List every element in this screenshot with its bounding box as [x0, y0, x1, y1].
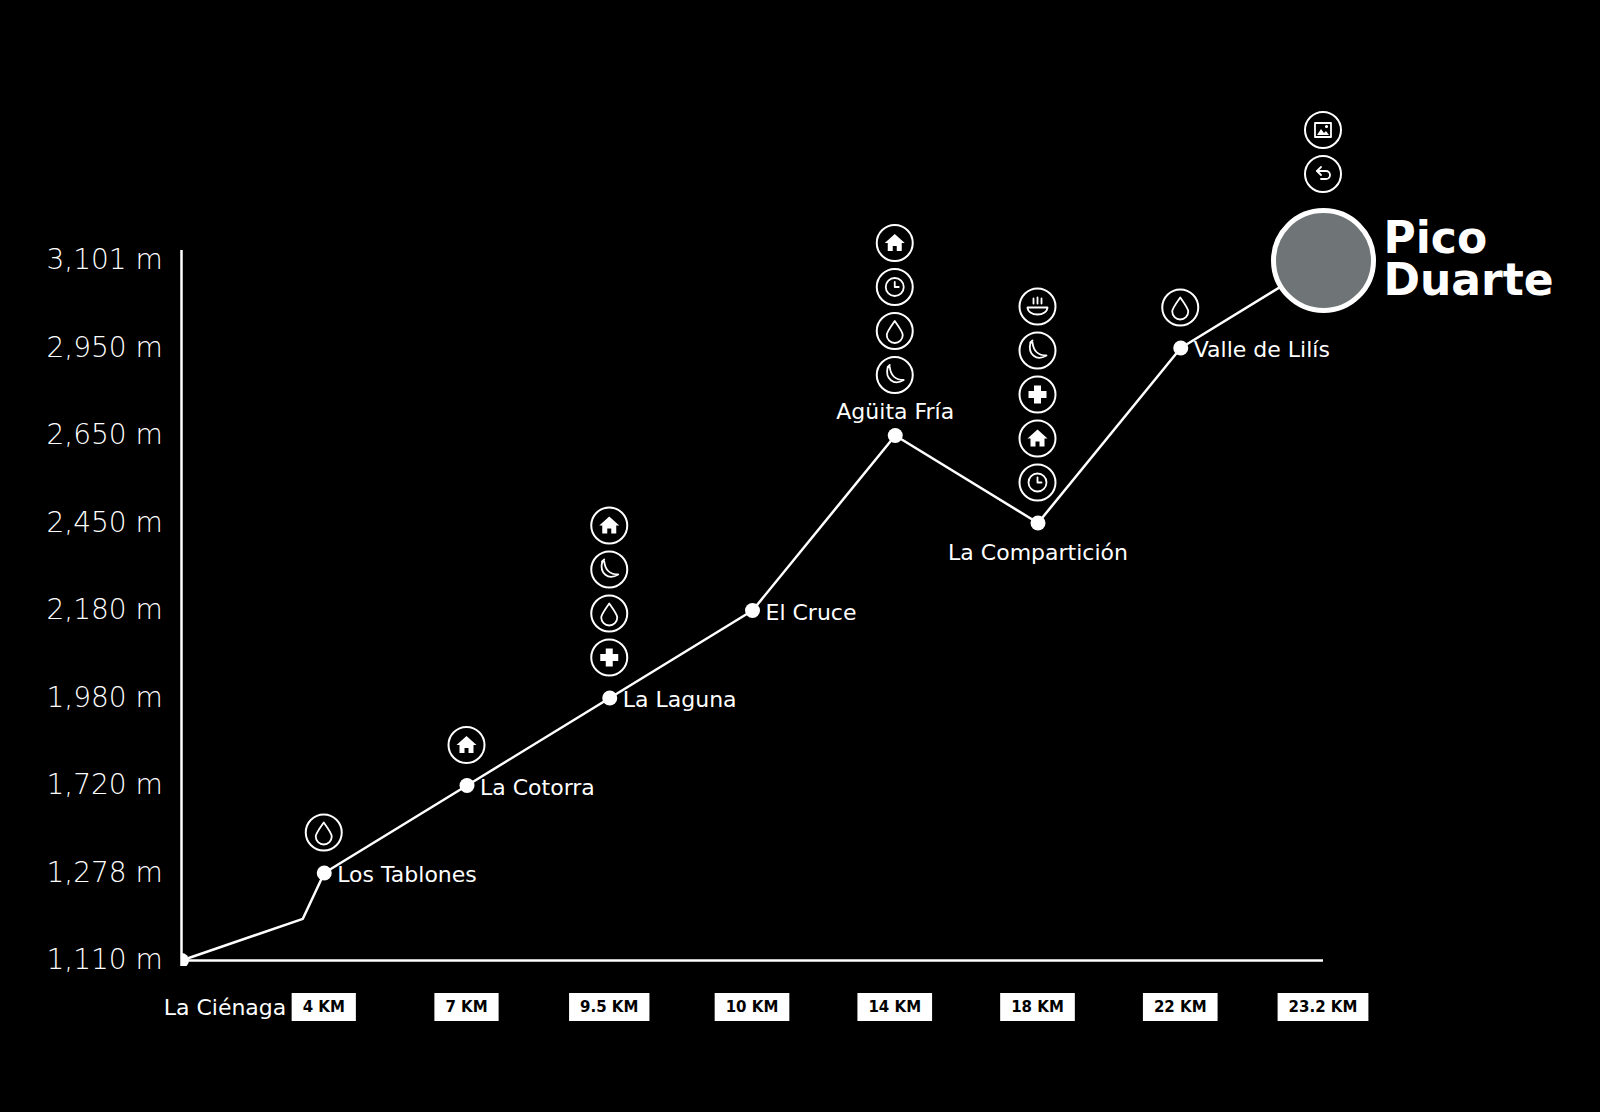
svg-text:1,110 m: 1,110 m: [47, 943, 163, 976]
svg-text:2,950 m: 2,950 m: [47, 331, 163, 364]
svg-text:2,180 m: 2,180 m: [47, 593, 163, 626]
svg-text:La Compartición: La Compartición: [948, 540, 1128, 565]
svg-text:18 KM: 18 KM: [1011, 998, 1064, 1016]
svg-text:PicoDuarte: PicoDuarte: [1384, 212, 1554, 305]
svg-text:1,980 m: 1,980 m: [47, 681, 163, 714]
svg-text:4 KM: 4 KM: [303, 998, 345, 1016]
svg-text:7 KM: 7 KM: [445, 998, 487, 1016]
svg-text:1,720 m: 1,720 m: [47, 768, 163, 801]
svg-text:La Cotorra: La Cotorra: [480, 775, 595, 800]
svg-text:23.2 KM: 23.2 KM: [1289, 998, 1358, 1016]
svg-text:2,450 m: 2,450 m: [47, 506, 163, 539]
svg-text:14 KM: 14 KM: [868, 998, 921, 1016]
svg-text:9.5 KM: 9.5 KM: [580, 998, 638, 1016]
svg-text:10 KM: 10 KM: [726, 998, 779, 1016]
svg-text:El Cruce: El Cruce: [766, 600, 857, 625]
svg-text:Valle de Lilís: Valle de Lilís: [1194, 337, 1330, 362]
svg-text:2,650 m: 2,650 m: [47, 418, 163, 451]
svg-text:Agüita Fría: Agüita Fría: [836, 399, 954, 424]
svg-text:La Ciénaga: La Ciénaga: [164, 995, 287, 1020]
svg-text:La Laguna: La Laguna: [623, 687, 737, 712]
svg-text:Los Tablones: Los Tablones: [337, 862, 477, 887]
svg-text:3,101 m: 3,101 m: [47, 243, 163, 276]
svg-text:22 KM: 22 KM: [1154, 998, 1207, 1016]
svg-text:1,278 m: 1,278 m: [47, 856, 163, 889]
